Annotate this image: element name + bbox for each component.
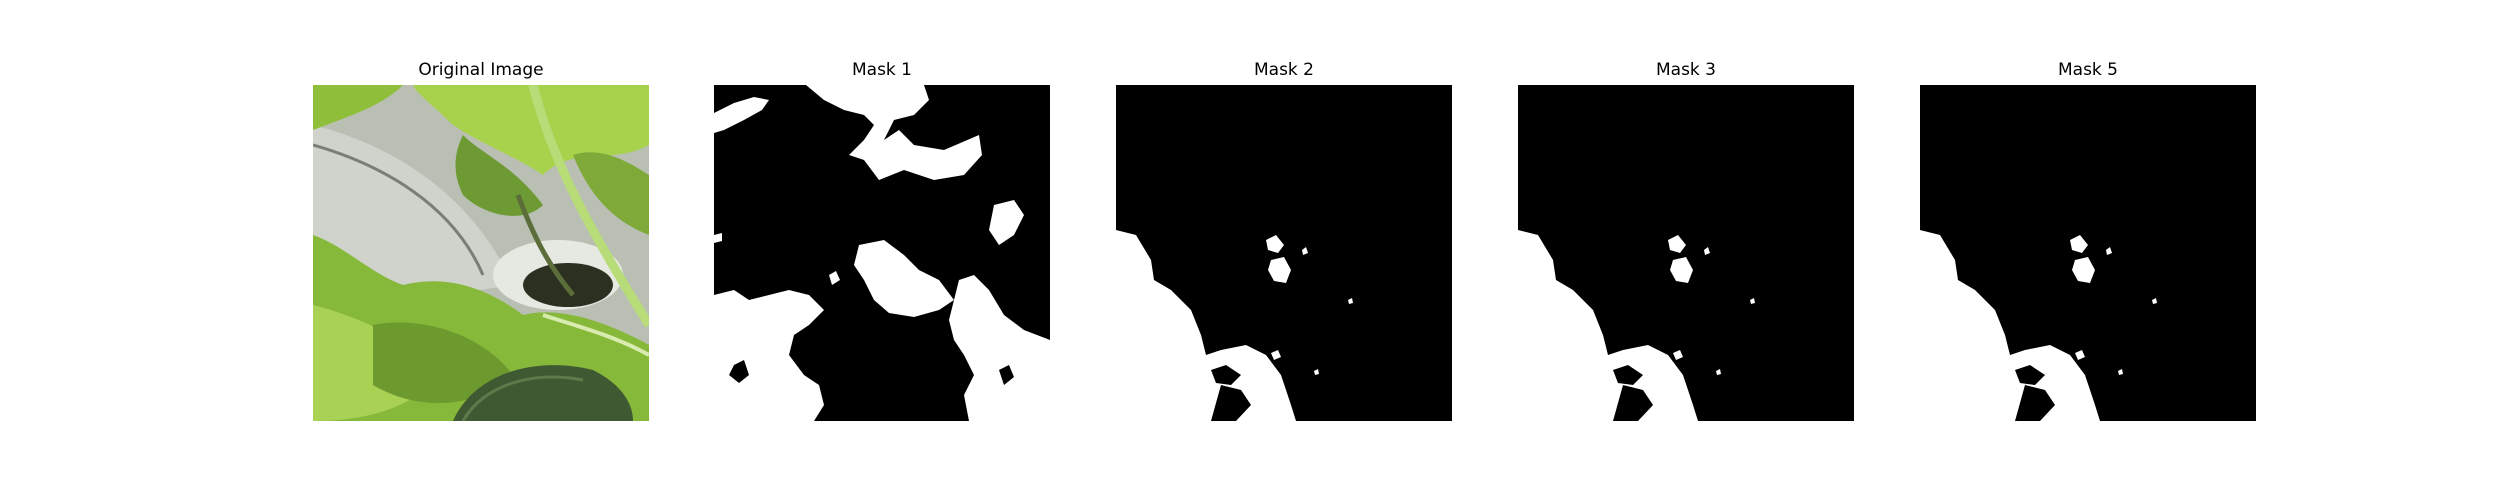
mask-1-image (714, 85, 1050, 421)
panel-title-original: Original Image (418, 60, 544, 80)
panel-title-mask-1: Mask 1 (851, 60, 912, 80)
mask-5-image (1920, 85, 2256, 421)
mask-2-image (1116, 85, 1452, 421)
panel-title-mask-2: Mask 2 (1253, 60, 1314, 80)
mask-3-image (1518, 85, 1854, 421)
panel-title-mask-5: Mask 5 (2057, 60, 2118, 80)
original-image (313, 85, 649, 421)
panel-title-mask-3: Mask 3 (1655, 60, 1716, 80)
